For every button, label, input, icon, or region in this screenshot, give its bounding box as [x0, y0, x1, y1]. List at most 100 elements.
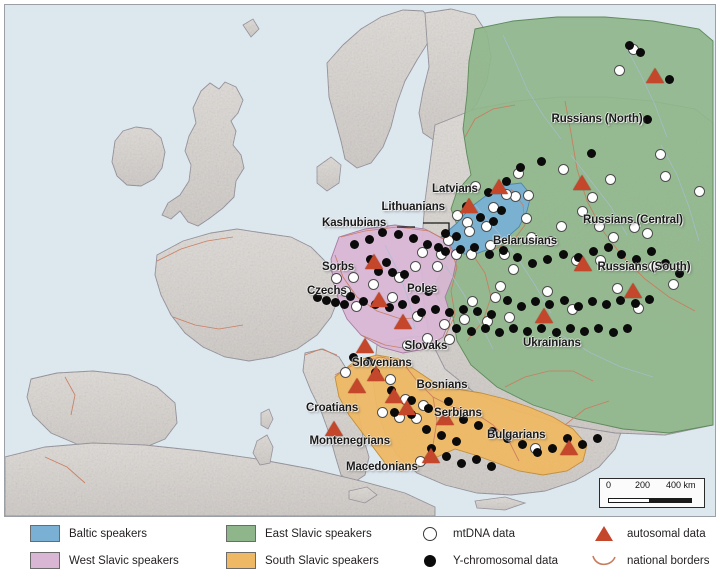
legend-item-baltic-speakers[interactable]: Baltic speakers: [30, 520, 179, 547]
mtdna-marker: [367, 278, 379, 290]
ychromosomal-marker: [635, 47, 645, 57]
legend-item-mtdna-data[interactable]: mtDNA data: [416, 520, 558, 547]
scale-tick-0: 0: [606, 480, 612, 490]
ychromosomal-marker: [646, 246, 656, 256]
ychromosomal-marker: [451, 323, 461, 333]
legend-label: mtDNA data: [453, 527, 515, 540]
autosomal-icon: [590, 526, 618, 541]
mtdna-marker: [593, 220, 605, 232]
population-label: Latvians: [432, 183, 478, 195]
ychromosomal-marker: [373, 266, 383, 276]
ychromosomal-marker: [558, 249, 568, 259]
ychromosomal-marker: [377, 227, 387, 237]
national-border-curve-icon: [592, 555, 616, 565]
ychromosomal-marker: [433, 242, 443, 252]
ychromosomal-marker: [455, 244, 465, 254]
mtdna-marker: [416, 246, 428, 258]
ychromosomal-marker: [502, 295, 512, 305]
ychromosomal-marker: [577, 439, 587, 449]
ychromosomal-marker: [408, 233, 418, 243]
population-label: Russians (Central): [583, 214, 683, 226]
ychromosomal-marker: [451, 231, 461, 241]
legend-column: Baltic speakers West Slavic speakers: [30, 520, 179, 575]
ychromosomal-marker: [423, 403, 433, 413]
autosomal-marker: [574, 256, 592, 271]
ychromosomal-marker: [364, 234, 374, 244]
ychromosomal-marker: [522, 326, 532, 336]
population-label: Croatians: [306, 402, 359, 414]
land-north-africa: [5, 442, 436, 516]
ychromosomal-marker: [512, 252, 522, 262]
ychromosomal-marker: [486, 461, 496, 471]
ychromosomal-marker: [588, 246, 598, 256]
ychromosomal-marker: [488, 216, 498, 226]
ychromosomal-marker: [473, 420, 483, 430]
ychromosomal-marker: [530, 296, 540, 306]
mtdna-marker: [347, 271, 359, 283]
mtdna-marker: [607, 231, 619, 243]
ychromosomal-marker: [527, 258, 537, 268]
mtdna-marker: [451, 209, 463, 221]
ychromosomal-marker: [423, 286, 433, 296]
land-ireland: [111, 126, 166, 187]
legend-item-west-slavic-speakers[interactable]: West Slavic speakers: [30, 547, 179, 574]
ychromosomal-marker: [330, 297, 340, 307]
mtdna-marker: [330, 272, 342, 284]
autosomal-marker: [460, 198, 478, 213]
mtdna-marker: [503, 311, 515, 323]
land-sardinia: [252, 434, 274, 466]
mtdna-marker: [667, 278, 679, 290]
legend-label: East Slavic speakers: [265, 527, 372, 540]
population-label: Bulgarians: [487, 429, 546, 441]
mtdna-marker: [469, 180, 481, 192]
land-corsica: [260, 408, 274, 430]
population-label: Montenegrians: [309, 435, 391, 447]
ychromosomal-marker: [508, 323, 518, 333]
mtdna-marker: [604, 173, 616, 185]
mtdna-marker: [350, 300, 362, 312]
ychromosomal-marker: [573, 301, 583, 311]
mtdna-marker: [339, 285, 351, 297]
ychromosomal-marker: [642, 114, 652, 124]
mtdna-marker: [576, 205, 588, 217]
legend-item-national-borders[interactable]: national borders: [590, 547, 709, 574]
ychromosomal-marker: [440, 228, 450, 238]
ychromosomal-marker: [547, 443, 557, 453]
ychromosomal-marker: [592, 433, 602, 443]
autosomal-marker: [385, 388, 403, 403]
legend-item-y-chromosomal-data[interactable]: Y-chromosomal data: [416, 547, 558, 574]
ychromosomal-marker: [358, 296, 368, 306]
mtdna-marker: [384, 373, 396, 385]
ychromosomal-marker: [502, 433, 512, 443]
autosomal-marker: [325, 421, 343, 436]
mtdna-marker: [409, 260, 421, 272]
ychromosomal-marker: [393, 229, 403, 239]
legend-item-east-slavic-speakers[interactable]: East Slavic speakers: [226, 520, 379, 547]
mtdna-marker: [544, 235, 556, 247]
map-canvas[interactable]: Russians (North) Russians (Central) Russia…: [4, 4, 716, 517]
scale-segment-white: [608, 498, 650, 503]
ychromosomal-marker: [674, 268, 684, 278]
ychromosomal-marker: [579, 326, 589, 336]
ychromosomal-marker: [484, 249, 494, 259]
ychromosomal-marker: [551, 327, 561, 337]
ychromosomal-marker: [436, 430, 446, 440]
mtdna-marker: [421, 332, 433, 344]
legend-label: Baltic speakers: [69, 527, 147, 540]
mtdna-marker: [594, 254, 606, 266]
population-label: Poles: [407, 283, 438, 295]
ychromosomal-marker: [562, 433, 572, 443]
legend-item-south-slavic-speakers[interactable]: South Slavic speakers: [226, 547, 379, 574]
ychromosomal-marker: [387, 267, 397, 277]
mtdna-marker: [555, 220, 567, 232]
mtdna-marker: [628, 221, 640, 233]
population-label: Russians (North): [551, 113, 643, 125]
mtdna-marker: [443, 333, 455, 345]
legend-item-autosomal-data[interactable]: autosomal data: [590, 520, 709, 547]
ychromosomal-marker: [381, 257, 391, 267]
ychromosomal-marker: [384, 302, 394, 312]
ychromosomal-marker: [536, 323, 546, 333]
mtdna-marker: [386, 291, 398, 303]
west-slavic-speakers-swatch: [30, 552, 60, 569]
mtdna-marker: [654, 148, 666, 160]
